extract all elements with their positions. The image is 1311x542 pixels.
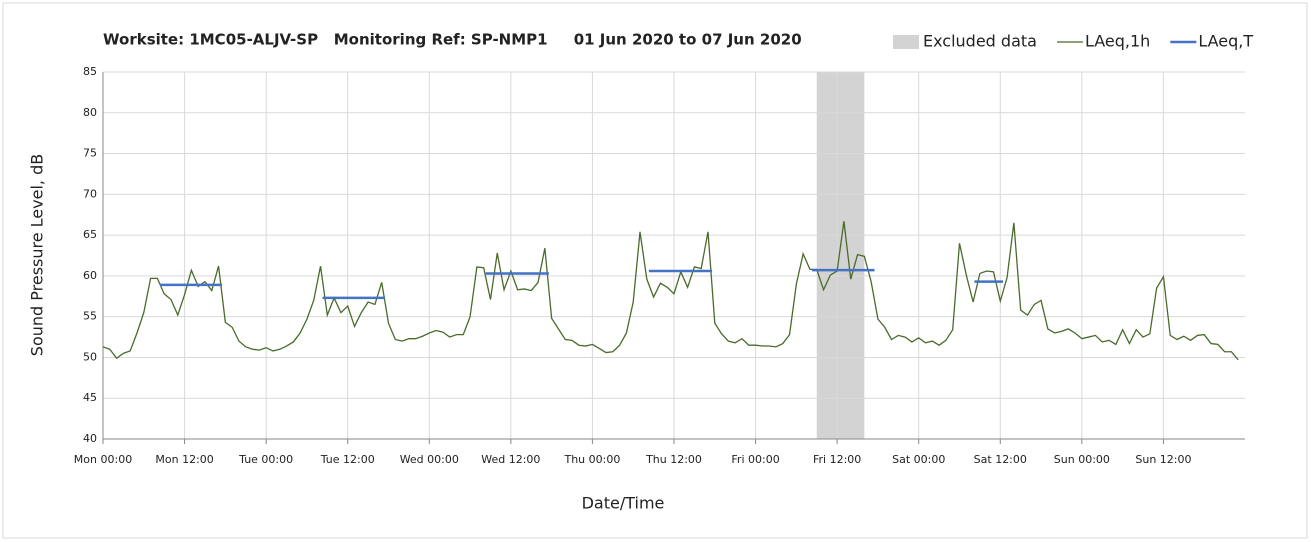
x-tick-label: Tue 00:00 (238, 453, 293, 466)
excluded-region (816, 72, 865, 439)
y-tick-label: 55 (83, 310, 97, 323)
y-tick-label: 45 (83, 391, 97, 404)
y-tick-label: 75 (83, 147, 97, 160)
y-tick-label: 85 (83, 65, 97, 78)
y-axis-title: Sound Pressure Level, dB (28, 154, 47, 356)
y-tick-label: 80 (83, 106, 97, 119)
chart-title: Worksite: 1MC05-ALJV-SP Monitoring Ref: … (103, 31, 802, 49)
x-axis-title: Date/Time (582, 494, 665, 513)
y-tick-label: 70 (83, 187, 97, 200)
x-tick-label: Mon 00:00 (74, 453, 132, 466)
x-tick-label: Fri 12:00 (813, 453, 861, 466)
data-line (160, 268, 1003, 300)
legend-label: Excluded data (923, 32, 1037, 51)
x-tick-label: Wed 12:00 (481, 453, 540, 466)
legend-swatch (893, 35, 919, 49)
x-tick-label: Sun 00:00 (1054, 453, 1110, 466)
legend-label: LAeq,1h (1085, 32, 1150, 51)
data-line (102, 221, 1239, 361)
x-tick-label: Sat 00:00 (892, 453, 945, 466)
x-tick-label: Sun 12:00 (1135, 453, 1191, 466)
y-tick-label: 65 (83, 228, 97, 241)
y-tick-label: 50 (83, 350, 97, 363)
legend-label: LAeq,T (1198, 32, 1253, 51)
y-tick-label: 40 (83, 432, 97, 445)
x-tick-label: Fri 00:00 (731, 453, 779, 466)
y-tick-label: 60 (83, 269, 97, 282)
x-tick-label: Thu 00:00 (563, 453, 620, 466)
x-tick-label: Sat 12:00 (974, 453, 1027, 466)
x-tick-label: Tue 12:00 (320, 453, 375, 466)
x-tick-label: Thu 12:00 (645, 453, 702, 466)
x-tick-label: Wed 00:00 (400, 453, 459, 466)
x-tick-label: Mon 12:00 (155, 453, 213, 466)
